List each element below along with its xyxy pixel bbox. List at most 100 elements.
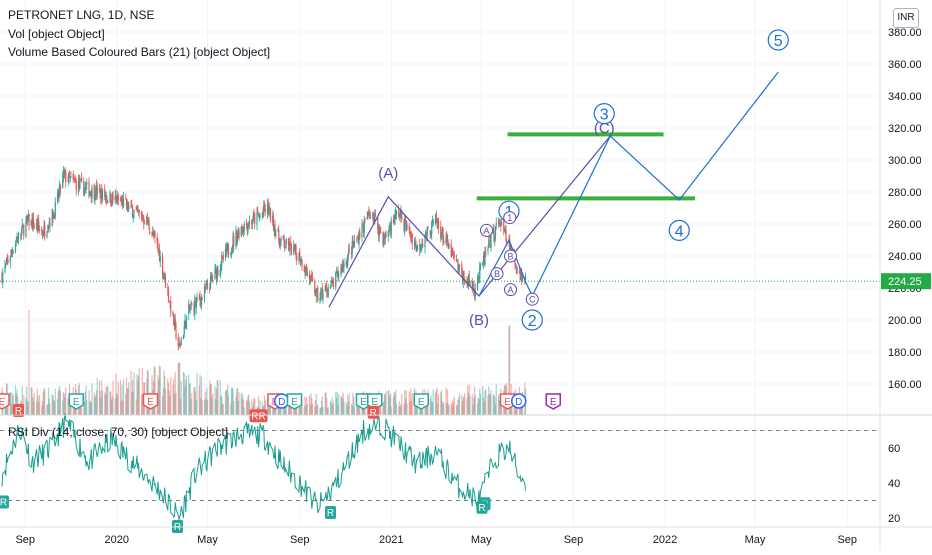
volume-bar xyxy=(105,387,107,415)
rsi-divergence-badge xyxy=(13,404,24,417)
volume-bar xyxy=(54,389,56,415)
candle-body xyxy=(104,189,106,198)
candle-body xyxy=(111,193,113,206)
candle-body xyxy=(58,191,60,198)
volume-bar xyxy=(366,405,368,415)
volume-bar xyxy=(404,390,406,415)
candle-body xyxy=(227,246,229,249)
volume-bar xyxy=(125,394,127,415)
rsi-divergence-label: RR xyxy=(251,411,265,422)
minor-wave-label: 1 xyxy=(507,213,512,223)
volume-indicator-label[interactable]: Vol [object Object] xyxy=(8,27,105,41)
candle-body xyxy=(185,315,188,330)
candle-body xyxy=(379,229,381,232)
volume-bar xyxy=(53,399,55,415)
candle-body xyxy=(440,226,442,239)
symbol-title[interactable]: PETRONET LNG, 1D, NSE xyxy=(8,8,155,22)
candle-body xyxy=(508,241,510,244)
volume-bar xyxy=(73,403,75,415)
candle-body xyxy=(68,173,70,184)
volume-bar xyxy=(282,405,284,415)
candle-body xyxy=(395,211,397,215)
candle-body xyxy=(169,301,171,303)
candle-body xyxy=(130,203,132,204)
volume-bar xyxy=(233,400,235,415)
volume-bar xyxy=(411,393,413,415)
candle-body xyxy=(450,243,452,258)
candle-body xyxy=(219,269,221,276)
candle-body xyxy=(476,280,479,290)
volume-bar xyxy=(324,392,326,415)
candle-body xyxy=(426,226,428,236)
candle-body xyxy=(278,239,281,247)
candle-body xyxy=(368,211,370,215)
volume-bar xyxy=(209,380,211,415)
candle-body xyxy=(303,266,305,272)
candle-body xyxy=(332,279,334,283)
candle-body xyxy=(242,228,244,232)
volume-bar xyxy=(164,376,166,415)
event-marker-label: D xyxy=(278,397,285,408)
time-tick-label: 2020 xyxy=(105,534,129,546)
volume-bar xyxy=(91,383,93,415)
candle-body xyxy=(263,205,266,211)
candle-body xyxy=(311,274,313,278)
candle-body xyxy=(205,286,207,290)
candle-body xyxy=(67,181,69,182)
candle-body xyxy=(266,202,269,214)
candle-body xyxy=(200,296,203,307)
candle-body xyxy=(41,230,44,235)
candle-body xyxy=(304,269,306,274)
volume-bar xyxy=(383,401,385,415)
volume-bar xyxy=(482,386,484,415)
volume-bar xyxy=(483,401,485,415)
vbc-indicator-label[interactable]: Volume Based Coloured Bars (21) [object … xyxy=(8,45,271,59)
candle-body xyxy=(109,192,111,201)
candle-body xyxy=(311,277,314,281)
volume-bar xyxy=(393,391,395,415)
candle-body xyxy=(4,265,6,273)
candle-body xyxy=(193,305,195,313)
volume-bar xyxy=(311,403,314,415)
candle-body xyxy=(125,197,127,199)
rsi-divergence-label: R xyxy=(15,406,22,417)
currency-button[interactable]: INR xyxy=(893,8,919,28)
candle-body xyxy=(451,250,453,256)
candle-body xyxy=(14,244,17,253)
candle-body xyxy=(177,337,179,347)
candle-body xyxy=(212,280,214,281)
candle-body xyxy=(230,251,233,255)
volume-bar xyxy=(426,404,428,415)
volume-bar xyxy=(389,393,392,415)
elliott-wave-label: 2 xyxy=(528,313,537,330)
volume-bar xyxy=(451,405,453,415)
volume-bar xyxy=(136,373,138,415)
volume-bar xyxy=(199,374,201,415)
minor-wave-label: A xyxy=(483,226,489,236)
volume-bar xyxy=(456,405,458,415)
volume-bar xyxy=(154,367,156,415)
event-marker-label: E xyxy=(360,397,367,408)
volume-bar xyxy=(110,391,112,415)
volume-bar xyxy=(350,403,353,415)
volume-bar xyxy=(466,398,468,415)
volume-bar xyxy=(296,403,298,415)
candle-body xyxy=(95,185,98,196)
candle-body xyxy=(498,218,500,224)
volume-bar xyxy=(132,391,134,415)
candle-body xyxy=(309,276,311,284)
volume-bar xyxy=(11,403,13,415)
candle-body xyxy=(289,243,291,252)
volume-bar xyxy=(341,398,344,415)
rsi-indicator-label[interactable]: RSI Div (14, close, 70, 30) [object Obje… xyxy=(8,425,229,439)
volume-bar xyxy=(388,390,390,415)
candle-body xyxy=(91,186,93,198)
candle-body xyxy=(298,252,300,260)
volume-bar xyxy=(219,380,221,415)
volume-bar xyxy=(443,402,445,415)
candle-body xyxy=(31,219,33,229)
volume-bar xyxy=(95,390,98,415)
candle-body xyxy=(140,211,143,216)
